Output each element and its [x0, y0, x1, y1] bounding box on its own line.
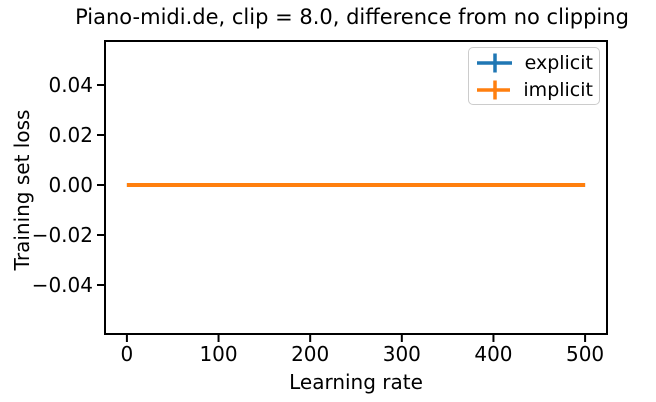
- y-tick-label: 0.04: [48, 73, 93, 97]
- x-tick-label: 400: [474, 342, 512, 366]
- x-tick-label: 200: [291, 342, 329, 366]
- x-tick-label: 100: [199, 342, 237, 366]
- legend-item-implicit: implicit: [475, 77, 593, 103]
- y-tick-label: 0.02: [48, 123, 93, 147]
- y-tick-label: −0.02: [32, 223, 93, 247]
- legend-box: explicit implicit: [468, 47, 600, 105]
- errorbar-handle-icon: [477, 53, 512, 72]
- x-tick-label: 0: [121, 342, 134, 366]
- axes-frame: [104, 40, 608, 335]
- y-tick-label: 0.00: [48, 173, 93, 197]
- legend-label: implicit: [523, 78, 593, 101]
- legend-item-explicit: explicit: [475, 50, 593, 76]
- chart-title: Piano-midi.de, clip = 8.0, difference fr…: [75, 5, 629, 29]
- x-axis-label: Learning rate: [289, 370, 423, 394]
- errorbar-handle-icon: [477, 80, 511, 99]
- legend-label: explicit: [524, 51, 593, 74]
- x-tick-label: 300: [383, 342, 421, 366]
- x-tick-label: 500: [566, 342, 604, 366]
- y-tick-label: −0.04: [32, 273, 93, 297]
